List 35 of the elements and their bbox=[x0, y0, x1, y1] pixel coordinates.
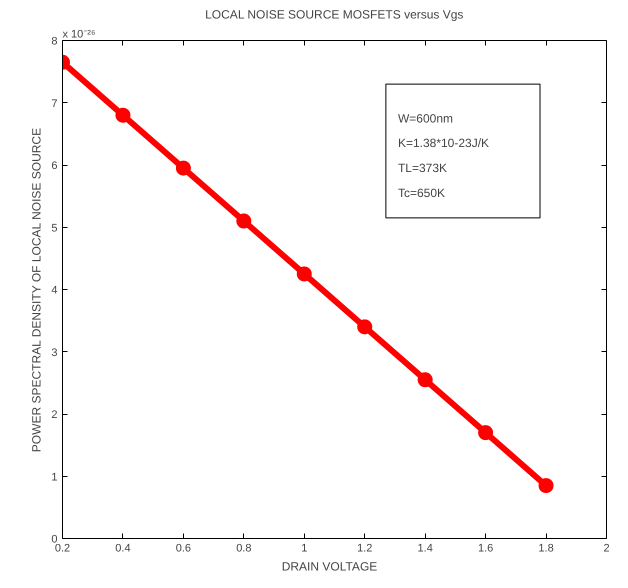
x-tick-label: 0.2 bbox=[54, 542, 70, 554]
y-tick-label: 3 bbox=[51, 346, 58, 359]
y-tick-label: 8 bbox=[51, 36, 58, 48]
x-tick-label: 1.4 bbox=[418, 542, 433, 554]
point bbox=[478, 425, 494, 440]
annotation: TL=373K bbox=[398, 161, 448, 176]
y-tick-label: 4 bbox=[51, 284, 58, 296]
x-tick-label: 1.2 bbox=[357, 542, 372, 554]
x-tick-label: 0.8 bbox=[236, 542, 252, 554]
point bbox=[418, 372, 433, 388]
x-tick-label: 1.8 bbox=[538, 542, 554, 554]
point bbox=[357, 319, 372, 334]
y-tick-label: 0 bbox=[51, 534, 58, 546]
y-tick-label: 1 bbox=[51, 471, 58, 484]
y-axis-title: POWER SPECTRAL DENSITY OF LOCAL NOISE SOURCE bbox=[29, 128, 44, 452]
point bbox=[236, 214, 252, 229]
y-tick-label: 5 bbox=[51, 222, 58, 234]
text: x 10⁻²⁶ bbox=[62, 28, 96, 40]
x-axis-title: DRAIN VOLTAGE bbox=[282, 560, 378, 574]
x-tick-label: 1 bbox=[301, 542, 308, 554]
annotation: W=600nm bbox=[398, 111, 453, 126]
point bbox=[115, 108, 130, 123]
annotation: K=1.38*10-23J/K bbox=[398, 136, 490, 150]
x-tick-label: 0.4 bbox=[115, 542, 131, 554]
x-tick-label: 1.6 bbox=[478, 542, 494, 554]
point bbox=[538, 478, 554, 494]
x-tick-label: 0.6 bbox=[176, 542, 192, 554]
annotation: Tc=650K bbox=[398, 186, 446, 200]
y-tick-label: 7 bbox=[51, 98, 58, 110]
chart-title: LOCAL NOISE SOURCE MOSFETS versus Vgs bbox=[205, 8, 464, 22]
point bbox=[296, 266, 312, 282]
x-tick-label: 2 bbox=[603, 542, 610, 554]
point bbox=[176, 160, 191, 176]
y-tick-label: 6 bbox=[51, 160, 58, 172]
y-tick-label: 2 bbox=[51, 409, 58, 421]
